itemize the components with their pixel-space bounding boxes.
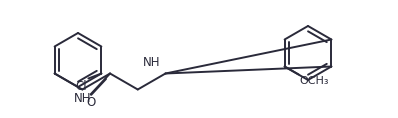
Text: Cl: Cl [76,80,88,93]
Text: OCH₃: OCH₃ [300,76,329,86]
Text: O: O [86,96,95,109]
Text: NH: NH [74,93,91,105]
Text: NH: NH [143,55,160,69]
